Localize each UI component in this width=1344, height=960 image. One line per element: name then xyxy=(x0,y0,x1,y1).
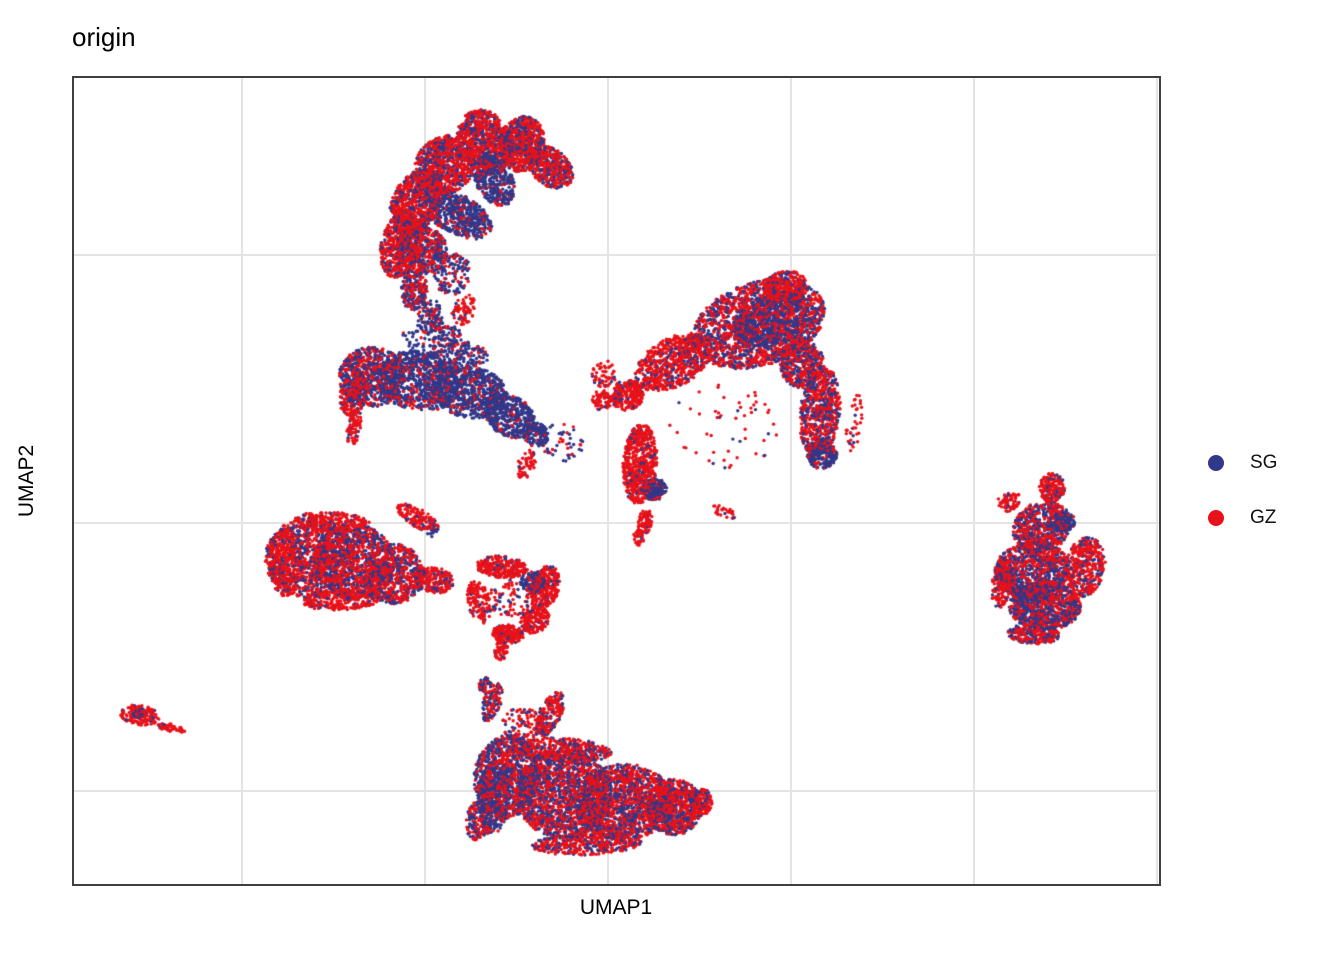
legend-label-gz: GZ xyxy=(1250,507,1277,528)
legend: SG GZ xyxy=(1208,452,1277,529)
plot-panel xyxy=(72,76,1161,886)
x-axis-label: UMAP1 xyxy=(579,896,653,919)
legend-item-gz: GZ xyxy=(1208,507,1277,529)
legend-item-sg: SG xyxy=(1208,452,1277,474)
scatter-canvas xyxy=(74,78,1159,884)
y-axis-label: UMAP2 xyxy=(15,444,38,518)
legend-label-sg: SG xyxy=(1250,452,1278,473)
legend-swatch-sg-icon xyxy=(1208,455,1224,471)
chart-title: origin xyxy=(72,22,136,52)
legend-swatch-gz-icon xyxy=(1208,510,1224,526)
